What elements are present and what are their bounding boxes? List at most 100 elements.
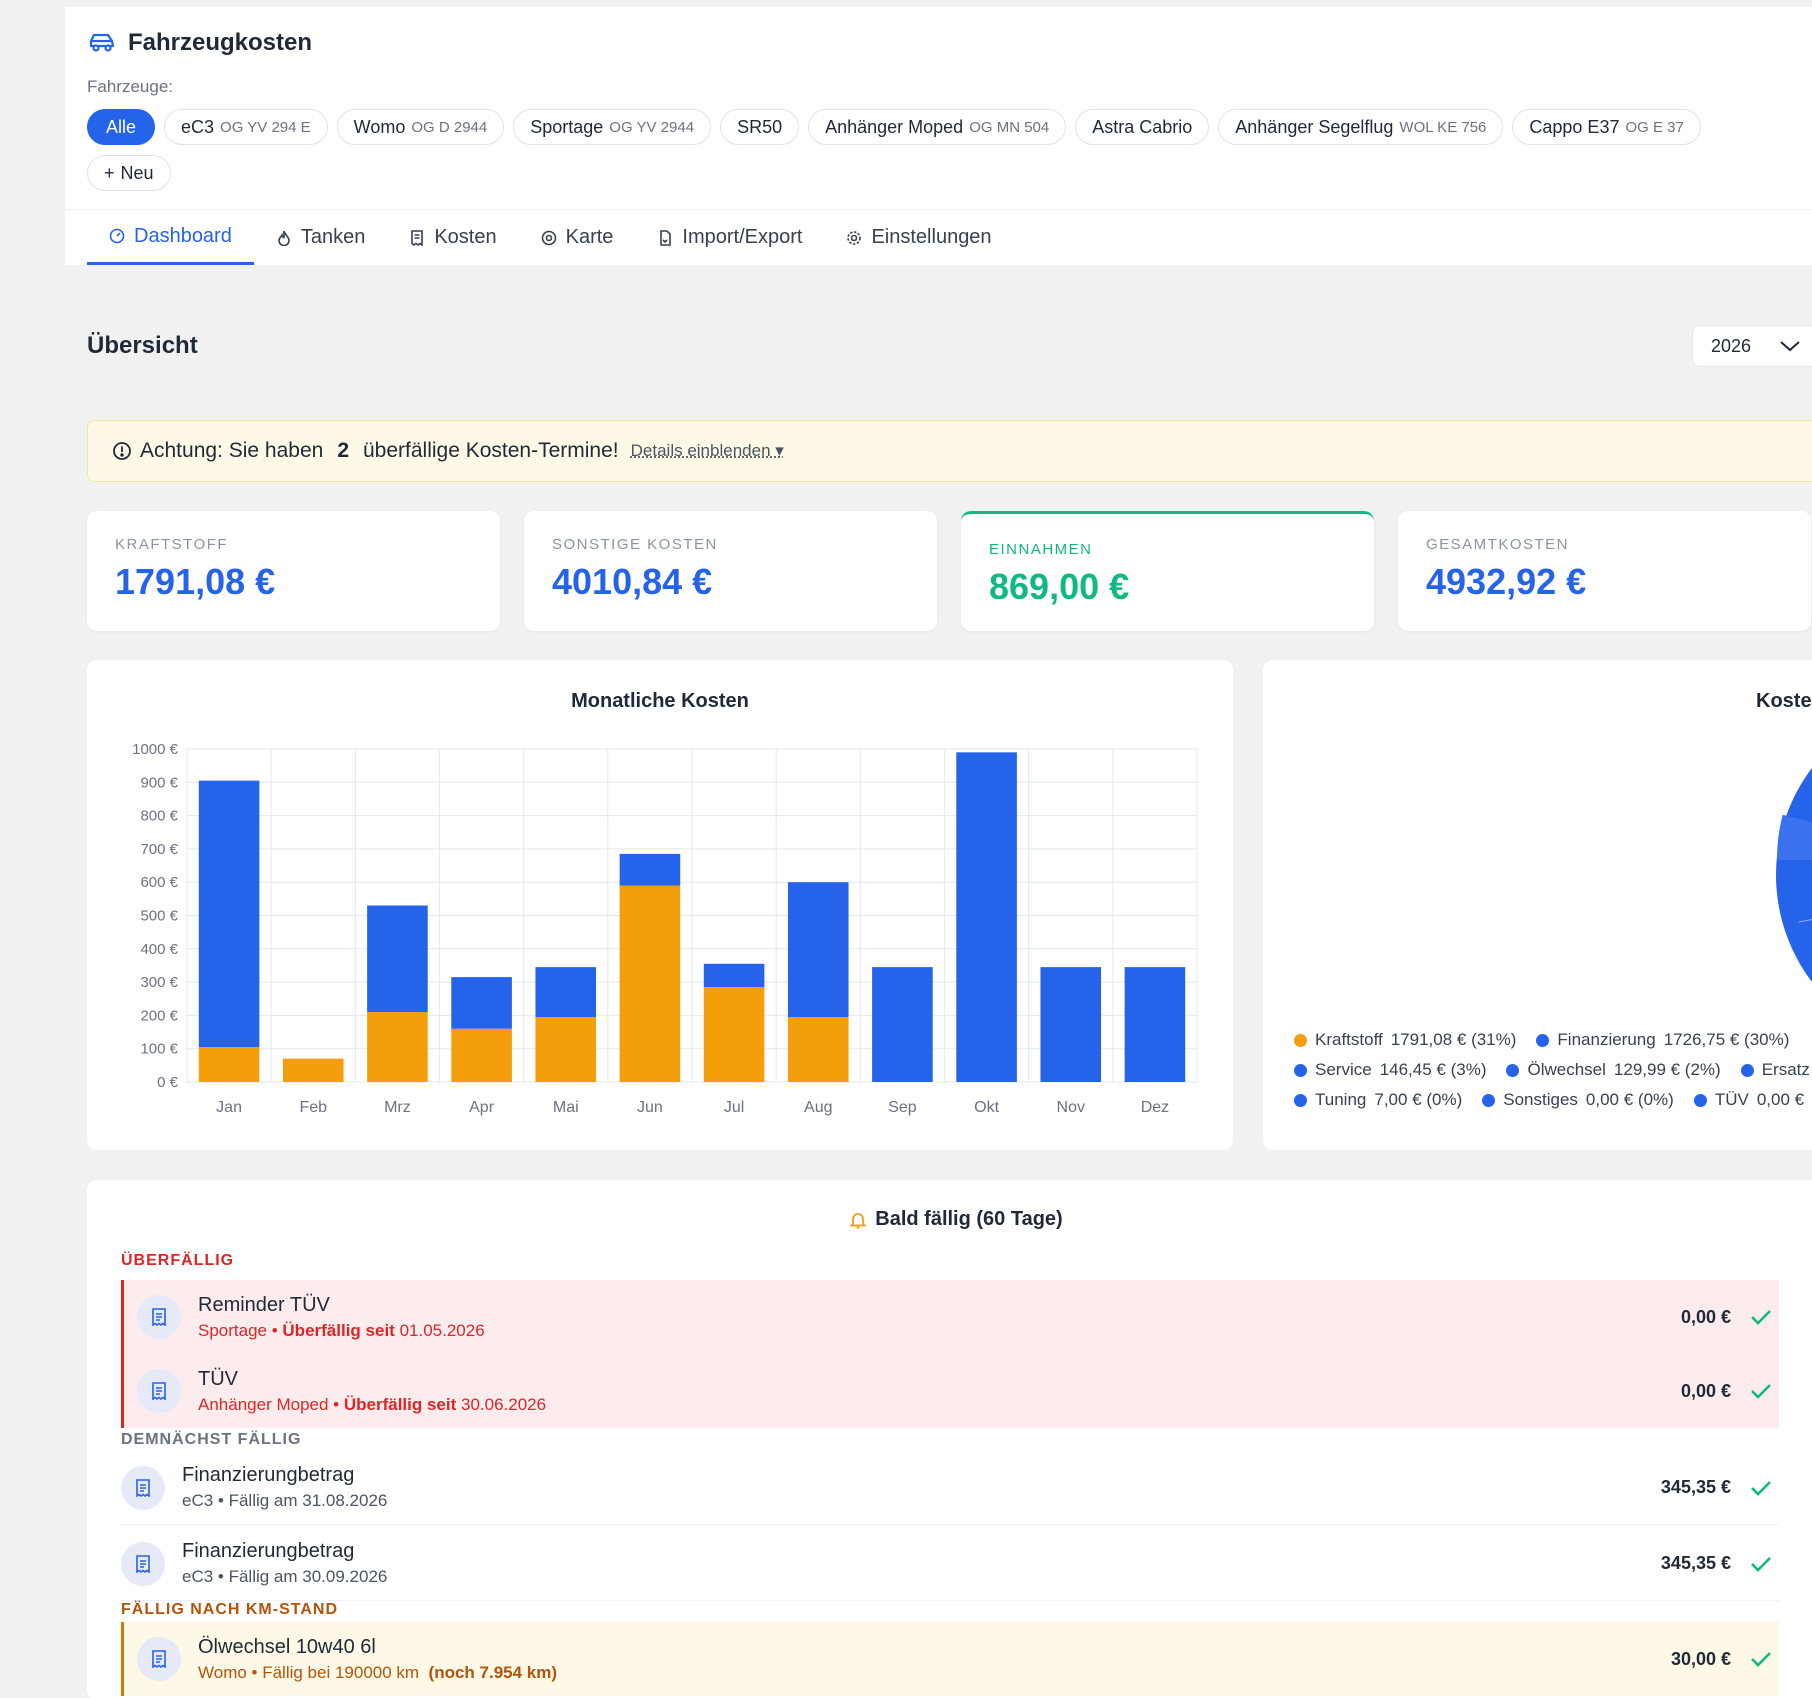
bar bbox=[367, 906, 428, 1013]
due-item-amount: 345,35 € bbox=[1661, 1477, 1731, 1498]
alert-circle-icon bbox=[112, 441, 132, 461]
legend-item-sonstiges[interactable]: Sonstiges 0,00 € (0%) bbox=[1482, 1090, 1674, 1110]
y-tick-label: 100 € bbox=[140, 1041, 178, 1058]
due-item-amount: 0,00 € bbox=[1681, 1307, 1731, 1328]
legend-name: Service bbox=[1315, 1060, 1372, 1080]
legend-value: 7,00 € (0%) bbox=[1374, 1090, 1462, 1110]
legend-item-finanzierung[interactable]: Finanzierung 1726,75 € (30%) bbox=[1536, 1030, 1789, 1050]
header-card: Fahrzeugkosten Fahrzeuge: Alle eC3 OG YV … bbox=[65, 7, 1812, 265]
due-soon-card: Bald fällig (60 Tage) ÜBERFÄLLIG Reminde… bbox=[87, 1180, 1812, 1698]
bar bbox=[620, 854, 681, 886]
due-item[interactable]: Reminder TÜV Sportage • Überfällig seit … bbox=[121, 1280, 1779, 1354]
due-item-status: Überfällig seit bbox=[282, 1321, 394, 1340]
vehicle-chip-cappo-e37[interactable]: Cappo E37 OG E 37 bbox=[1512, 109, 1700, 145]
tab-dashboard[interactable]: Dashboard bbox=[87, 210, 254, 265]
vehicle-chip-name: Cappo E37 bbox=[1529, 117, 1619, 138]
vehicle-chip-plate: OG D 2944 bbox=[411, 119, 487, 136]
page-title: Übersicht bbox=[87, 332, 198, 360]
x-tick-label: Jun bbox=[637, 1099, 663, 1116]
tab-label: Import/Export bbox=[682, 226, 802, 249]
vehicle-chip-sportage[interactable]: Sportage OG YV 2944 bbox=[513, 109, 711, 145]
due-item-status: Überfällig seit bbox=[344, 1395, 456, 1414]
legend-item-oelwechsel[interactable]: Ölwechsel 129,99 € (2%) bbox=[1506, 1060, 1720, 1080]
bar bbox=[704, 987, 765, 1082]
check-icon[interactable] bbox=[1749, 1647, 1773, 1671]
tab-kosten[interactable]: Kosten bbox=[387, 210, 518, 265]
x-tick-label: Nov bbox=[1057, 1099, 1085, 1116]
gauge-icon bbox=[109, 228, 125, 244]
legend-item-service[interactable]: Service 146,45 € (3%) bbox=[1294, 1060, 1486, 1080]
new-vehicle-label: Neu bbox=[121, 163, 154, 184]
bar bbox=[1040, 967, 1101, 1082]
vehicle-chips: Alle eC3 OG YV 294 E Womo OG D 2944 Sporta… bbox=[87, 109, 1807, 191]
vehicle-chip-anhaenger-moped[interactable]: Anhänger Moped OG MN 504 bbox=[808, 109, 1066, 145]
legend-name: Kraftstoff bbox=[1315, 1030, 1383, 1050]
year-select[interactable]: 2026 bbox=[1692, 325, 1812, 367]
legend-item-tuev[interactable]: TÜV 0,00 € bbox=[1694, 1090, 1804, 1110]
check-icon[interactable] bbox=[1749, 1379, 1773, 1403]
legend-item-tuning[interactable]: Tuning 7,00 € (0%) bbox=[1294, 1090, 1462, 1110]
due-item[interactable]: Ölwechsel 10w40 6l Womo • Fällig bei 190… bbox=[121, 1622, 1779, 1696]
due-item-amount: 30,00 € bbox=[1671, 1649, 1731, 1670]
vehicle-chip-alle[interactable]: Alle bbox=[87, 109, 155, 145]
due-item[interactable]: Finanzierungbetrag eC3 • Fällig am 31.08… bbox=[121, 1451, 1779, 1525]
legend-value: 146,45 € (3%) bbox=[1380, 1060, 1487, 1080]
bar bbox=[535, 967, 596, 1017]
due-item-name: Reminder TÜV bbox=[198, 1294, 485, 1317]
legend-row: Kraftstoff 1791,08 € (31%) Finanzierung 17… bbox=[1294, 1025, 1812, 1055]
check-icon[interactable] bbox=[1749, 1305, 1773, 1329]
x-tick-label: Okt bbox=[974, 1099, 999, 1116]
due-item[interactable]: TÜV Anhänger Moped • Überfällig seit 30.… bbox=[121, 1354, 1779, 1428]
vehicle-chip-plate: WOL KE 756 bbox=[1399, 119, 1486, 136]
vehicle-chip-ec3[interactable]: eC3 OG YV 294 E bbox=[164, 109, 328, 145]
legend-name: TÜV bbox=[1715, 1090, 1749, 1110]
x-tick-label: Aug bbox=[804, 1099, 832, 1116]
bar bbox=[199, 781, 260, 1047]
due-item-date: 30.06.2026 bbox=[461, 1395, 546, 1414]
vehicle-chip-name: Alle bbox=[106, 117, 136, 138]
gear-icon bbox=[846, 230, 862, 246]
new-vehicle-button[interactable]: + Neu bbox=[87, 155, 171, 191]
stat-value: 4932,92 € bbox=[1426, 561, 1783, 603]
legend-name: Ersatz bbox=[1762, 1060, 1810, 1080]
legend-item-ersatz[interactable]: Ersatz bbox=[1741, 1060, 1810, 1080]
x-tick-label: Sep bbox=[888, 1099, 917, 1116]
stat-label: GESAMTKOSTEN bbox=[1426, 536, 1783, 553]
bar bbox=[451, 1029, 512, 1082]
vehicle-chip-anhaenger-segelflug[interactable]: Anhänger Segelflug WOL KE 756 bbox=[1218, 109, 1503, 145]
vehicle-chip-plate: OG E 37 bbox=[1625, 119, 1683, 136]
y-tick-label: 400 € bbox=[140, 941, 178, 958]
file-sync-icon bbox=[657, 230, 673, 246]
y-tick-label: 1000 € bbox=[132, 741, 179, 758]
vehicle-chip-sr50[interactable]: SR50 bbox=[720, 109, 799, 145]
details-toggle-link[interactable]: Details einblenden ▾ bbox=[631, 441, 784, 461]
vehicle-chip-womo[interactable]: Womo OG D 2944 bbox=[337, 109, 505, 145]
due-item-date: 01.05.2026 bbox=[400, 1321, 485, 1340]
legend-dot bbox=[1294, 1094, 1307, 1107]
cost-breakdown-card: Kosten Kraftstoff 1791,08 € (31%) Finanzi… bbox=[1263, 660, 1812, 1150]
stat-value: 4010,84 € bbox=[552, 561, 909, 603]
main-tabs: Dashboard Tanken Kosten Karte Import/Exp… bbox=[87, 210, 1014, 265]
section-label-km: FÄLLIG NACH KM-STAND bbox=[121, 1601, 338, 1619]
alert-text-suffix: überfällige Kosten-Termine! bbox=[363, 439, 619, 463]
tab-tanken[interactable]: Tanken bbox=[254, 210, 388, 265]
tab-import-export[interactable]: Import/Export bbox=[635, 210, 824, 265]
bar bbox=[704, 964, 765, 987]
vehicle-chip-astra-cabrio[interactable]: Astra Cabrio bbox=[1075, 109, 1209, 145]
x-tick-label: Dez bbox=[1141, 1099, 1169, 1116]
tab-karte[interactable]: Karte bbox=[519, 210, 636, 265]
tab-label: Dashboard bbox=[134, 225, 232, 248]
due-item-detail: Womo • Fällig bei 190000 km bbox=[198, 1663, 419, 1682]
check-icon[interactable] bbox=[1749, 1552, 1773, 1576]
legend-dot bbox=[1294, 1034, 1307, 1047]
due-item-name: Finanzierungbetrag bbox=[182, 1464, 387, 1487]
tab-einstellungen[interactable]: Einstellungen bbox=[824, 210, 1013, 265]
legend-item-kraftstoff[interactable]: Kraftstoff 1791,08 € (31%) bbox=[1294, 1030, 1516, 1050]
due-item-sub: Anhänger Moped • Überfällig seit 30.06.2… bbox=[198, 1395, 546, 1415]
legend-value: 1791,08 € (31%) bbox=[1391, 1030, 1517, 1050]
bar bbox=[788, 1017, 849, 1082]
due-item-amount: 0,00 € bbox=[1681, 1381, 1731, 1402]
check-icon[interactable] bbox=[1749, 1476, 1773, 1500]
receipt-icon bbox=[121, 1542, 165, 1586]
due-item[interactable]: Finanzierungbetrag eC3 • Fällig am 30.09… bbox=[121, 1527, 1779, 1601]
